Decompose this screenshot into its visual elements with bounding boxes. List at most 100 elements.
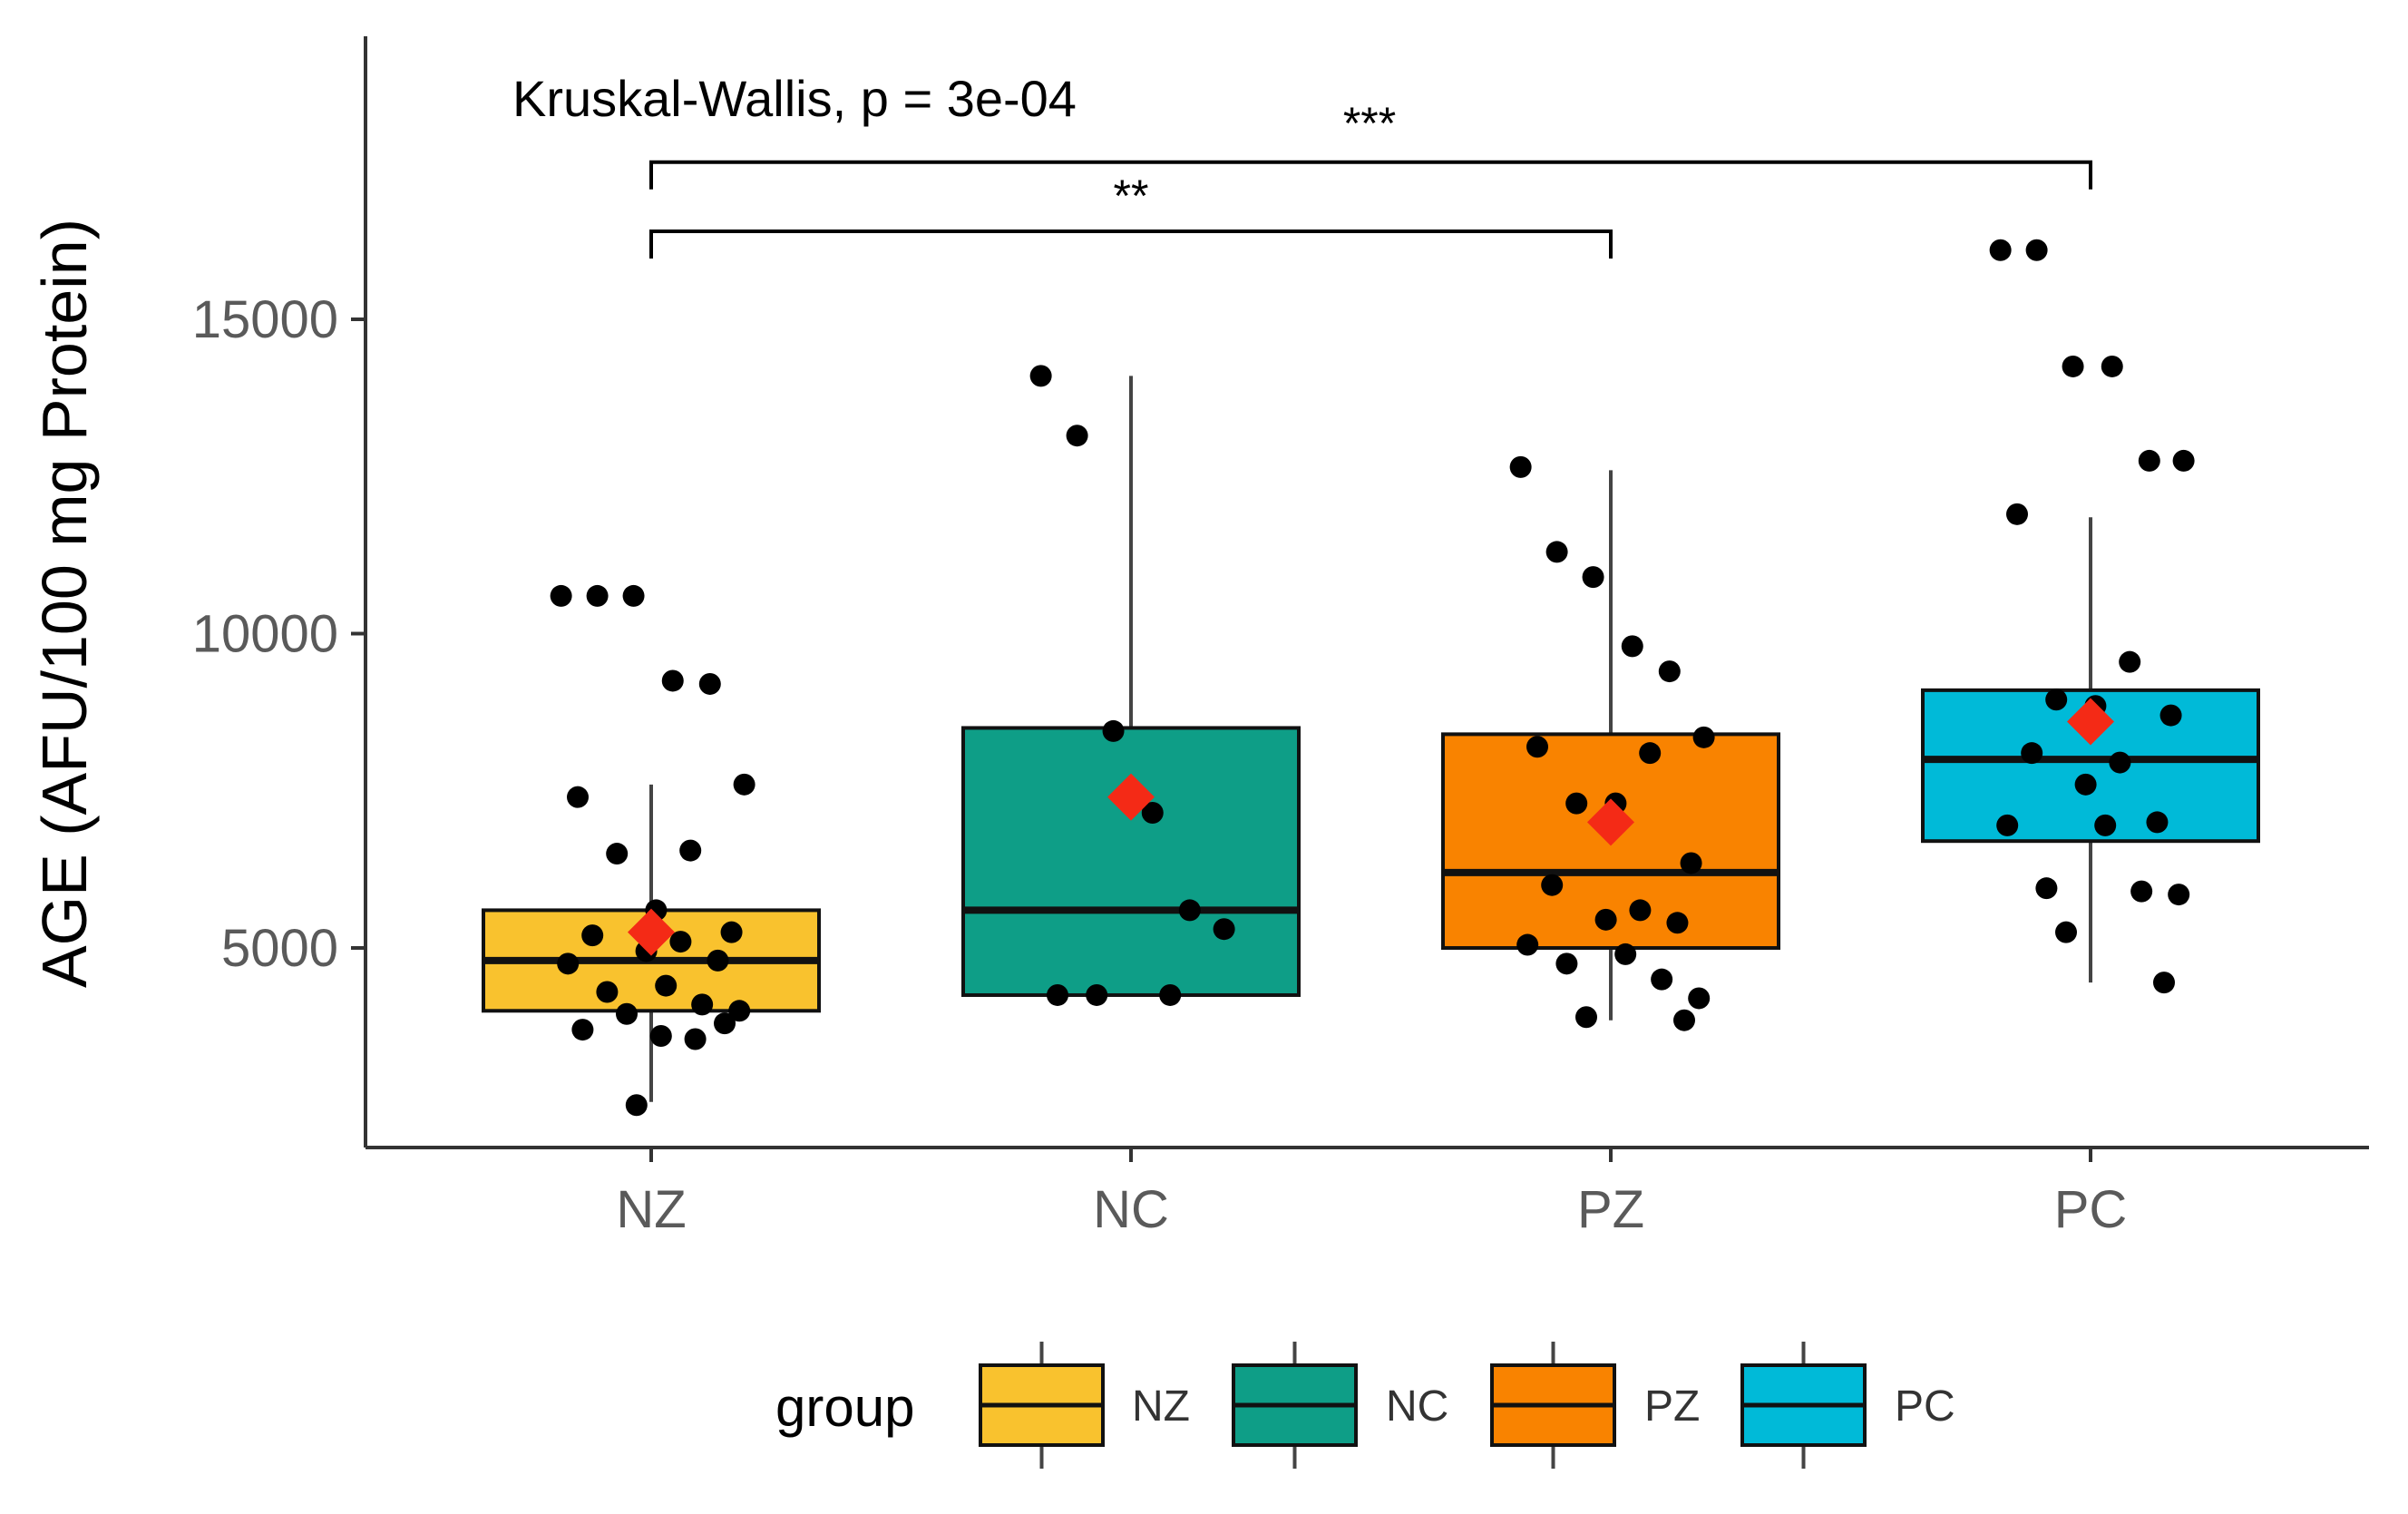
data-point: [2006, 503, 2028, 525]
data-point: [2055, 921, 2077, 943]
data-point: [586, 584, 609, 607]
data-point: [1688, 987, 1711, 1010]
data-point: [1692, 726, 1715, 748]
data-point: [1213, 918, 1235, 941]
data-point: [691, 993, 714, 1016]
x-tick-label: PC: [2054, 1180, 2128, 1239]
data-point: [1621, 635, 1643, 658]
data-point: [1545, 541, 1568, 563]
data-point: [596, 981, 619, 1003]
data-point: [567, 786, 589, 808]
data-point: [1086, 983, 1108, 1006]
legend-label-nz: NZ: [1132, 1382, 1190, 1431]
data-point: [1509, 455, 1532, 478]
mean-marker: [1587, 798, 1634, 846]
data-point: [1575, 1006, 1597, 1029]
data-point: [669, 931, 692, 953]
data-point: [550, 584, 572, 607]
data-point: [2025, 239, 2048, 261]
boxes-layer: [482, 376, 2260, 1102]
data-point: [1673, 1009, 1695, 1031]
axes: 5000 10000 15000 NZ NC PZ PC: [192, 36, 2369, 1239]
comparison-bracket: [649, 229, 1613, 259]
data-point: [1651, 968, 1673, 991]
data-point: [1639, 742, 1662, 765]
data-point: [571, 1019, 594, 1041]
y-tick-label: 10000: [192, 605, 338, 664]
data-point: [2035, 877, 2058, 900]
data-point: [1996, 814, 2019, 836]
data-point: [1614, 943, 1637, 965]
data-point: [1526, 736, 1548, 758]
data-point: [2159, 704, 2182, 727]
data-point: [1102, 719, 1125, 742]
data-point: [684, 1028, 707, 1050]
data-point: [2168, 884, 2190, 906]
mean-marker: [2067, 698, 2114, 746]
data-point: [720, 921, 743, 943]
data-point: [707, 949, 729, 972]
data-point: [2153, 972, 2175, 994]
data-point: [1565, 792, 1588, 815]
data-point: [625, 1094, 648, 1117]
y-tick-label: 15000: [192, 290, 338, 349]
legend: group NZ NC PZ PC: [775, 1342, 1955, 1469]
legend-label-pz: PZ: [1644, 1382, 1700, 1431]
data-point: [606, 843, 629, 865]
points-layer: [550, 239, 2195, 1117]
data-point: [2172, 449, 2195, 472]
data-point: [557, 952, 580, 975]
means-layer: [628, 698, 2114, 956]
data-point: [2130, 880, 2153, 903]
data-point: [2074, 773, 2097, 796]
data-point: [679, 839, 702, 862]
data-point: [1141, 802, 1164, 825]
data-point: [2021, 742, 2043, 765]
mean-marker: [628, 908, 675, 956]
x-tick-label: PZ: [1577, 1180, 1644, 1239]
data-point: [733, 773, 756, 796]
data-point: [2101, 355, 2123, 377]
data-point: [1594, 908, 1617, 931]
data-point: [1582, 566, 1604, 589]
data-point: [1680, 852, 1702, 874]
legend-label-pc: PC: [1895, 1382, 1955, 1431]
box-nc: [961, 726, 1301, 997]
data-point: [2062, 355, 2084, 377]
data-point: [661, 669, 684, 692]
data-point: [1666, 912, 1689, 934]
data-point: [655, 974, 678, 997]
y-tick-label: 5000: [221, 919, 338, 978]
data-point: [2045, 689, 2068, 711]
data-point: [2109, 751, 2131, 774]
data-point: [2146, 811, 2169, 834]
data-point: [2119, 650, 2141, 673]
data-point: [714, 1012, 736, 1035]
data-point: [698, 672, 721, 695]
data-point: [1658, 660, 1681, 683]
data-point: [1629, 899, 1652, 922]
data-point: [728, 1000, 751, 1022]
data-point: [1555, 952, 1578, 975]
data-point: [616, 1002, 638, 1025]
comparison-bracket: [649, 160, 2092, 190]
significance-label: **: [1114, 171, 1149, 221]
data-point: [1178, 899, 1201, 922]
comparison-brackets: *****: [649, 98, 2092, 259]
data-point: [1989, 239, 2012, 261]
legend-label-nc: NC: [1386, 1382, 1448, 1431]
test-annotation: Kruskal-Wallis, p = 3e-04: [512, 70, 1077, 127]
data-point: [649, 1025, 672, 1048]
data-point: [622, 584, 645, 607]
data-point: [1047, 983, 1068, 1006]
data-point: [2094, 814, 2117, 836]
data-point: [1541, 874, 1564, 896]
data-point: [1516, 933, 1539, 956]
x-tick-label: NZ: [616, 1180, 686, 1239]
mean-marker: [1107, 773, 1155, 821]
data-point: [2138, 449, 2160, 472]
legend-title: group: [775, 1377, 914, 1438]
y-axis-title: AGE (AFU/100 mg Protein): [29, 219, 100, 988]
significance-label: ***: [1343, 98, 1396, 149]
